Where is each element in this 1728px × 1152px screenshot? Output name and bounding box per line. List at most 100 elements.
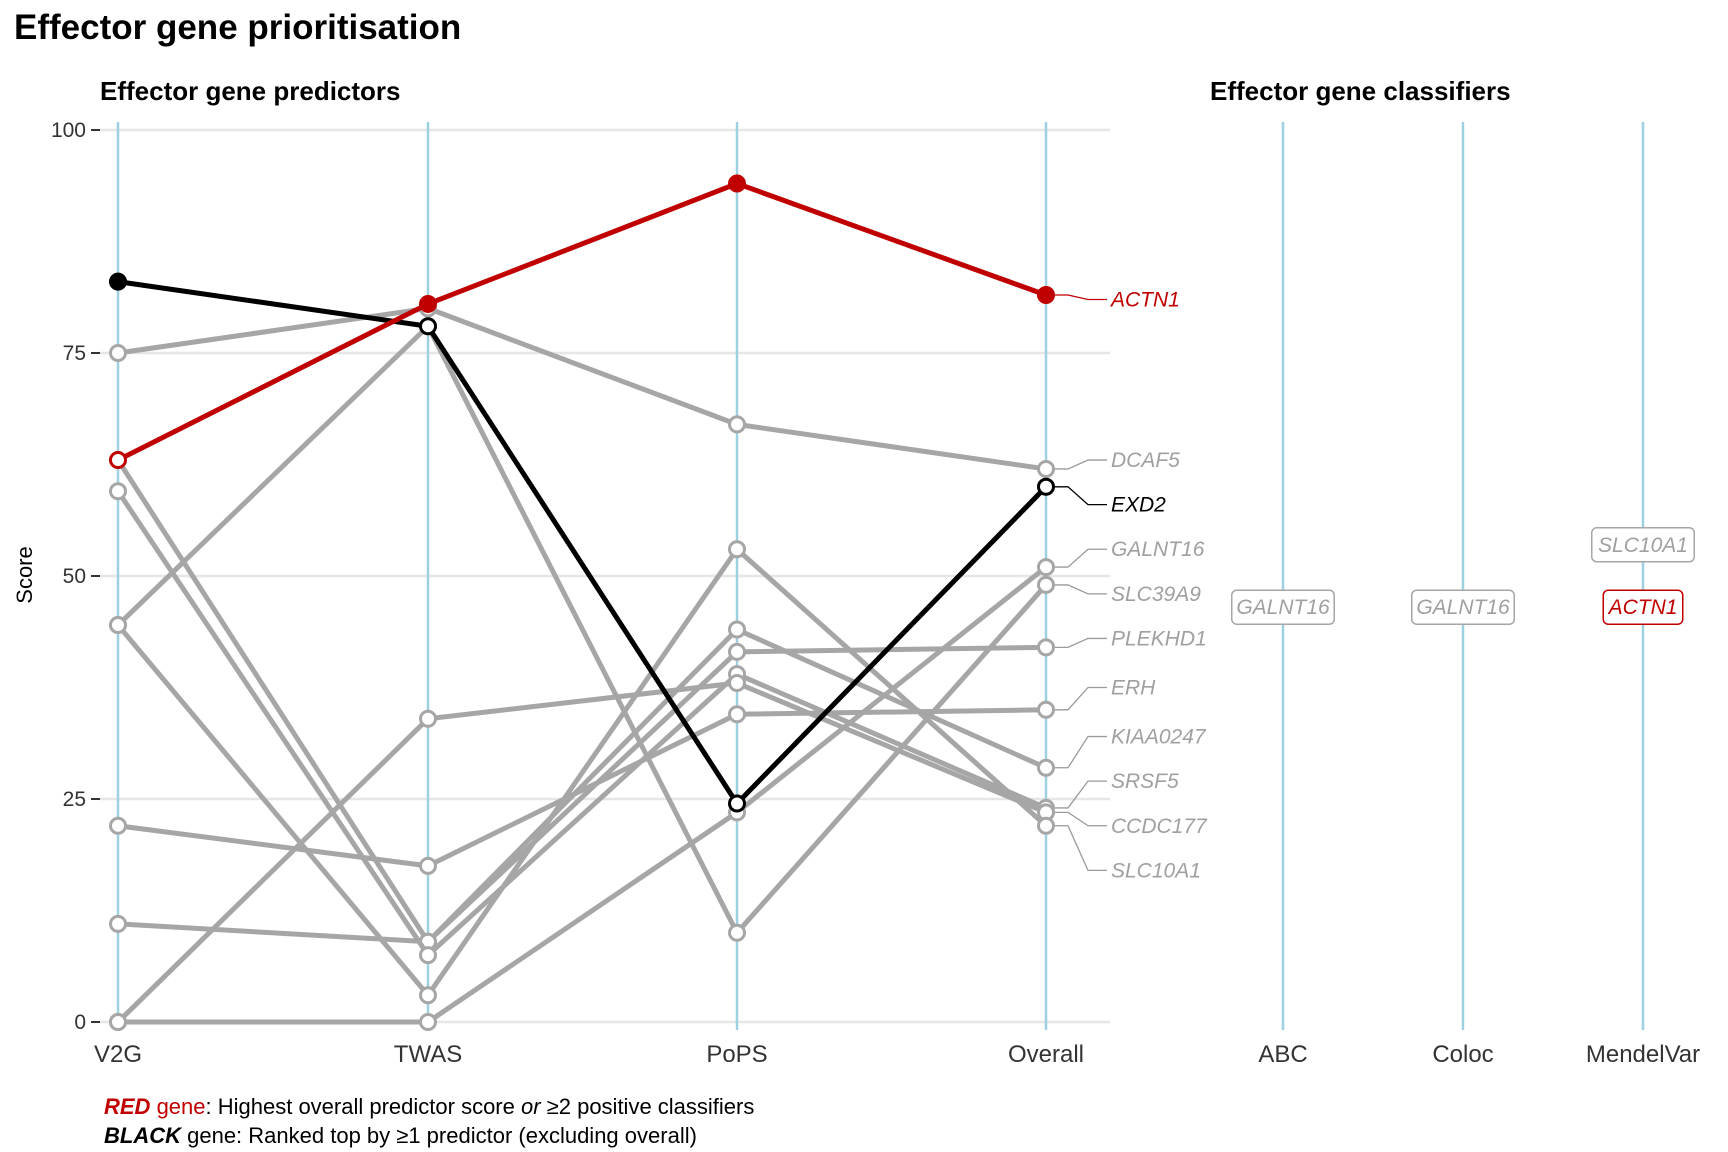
classifier-text-0: GALNT16 [1236, 596, 1330, 619]
legend-note-red: RED gene: Highest overall predictor scor… [104, 1092, 754, 1121]
series-lines [109, 174, 1055, 1031]
series-line-srsf5 [115, 489, 1047, 958]
point-slc10a1-overall [1037, 816, 1055, 835]
gene-label-text-slc10a1: SLC10A1 [1111, 859, 1201, 882]
leader-line-galnt16 [1055, 548, 1107, 568]
leader-line-dcaf5 [1055, 459, 1107, 470]
series-exd2 [109, 272, 1055, 813]
leader-line-srsf5 [1055, 780, 1107, 809]
y-tick-label-75: 75 [63, 342, 86, 365]
leader-line-slc10a1 [1055, 825, 1107, 872]
x-tick-label-overall: Overall [1008, 1041, 1084, 1068]
classifier-text-1: GALNT16 [1416, 596, 1510, 619]
gene-label-text-actn1: ACTN1 [1109, 288, 1180, 311]
y-tick-label-25: 25 [63, 788, 86, 811]
point-erh-overall [1037, 700, 1055, 719]
point-actn1-twas [419, 294, 437, 313]
point-srsf5-v2g [109, 482, 127, 501]
point-plekhd1-pops [728, 642, 746, 661]
classifier-mendelvar-slc10a1: SLC10A1 [1591, 527, 1695, 563]
series-line-dcaf5 [117, 305, 1047, 472]
gene-label-srsf5: SRSF5 [1055, 770, 1179, 809]
series-line-slc39a9 [116, 323, 1048, 936]
point-plekhd1-overall [1037, 638, 1055, 657]
series-slc10a1 [109, 540, 1055, 1005]
point-galnt16-twas [419, 1013, 437, 1031]
point-kiaa0247-v2g [109, 914, 127, 933]
gene-label-text-ccdc177: CCDC177 [1111, 815, 1208, 838]
legend-red-text-b: ≥2 positive classifiers [540, 1094, 755, 1119]
point-slc10a1-pops [728, 540, 746, 559]
legend-red-text-a: : Highest overall predictor score [205, 1094, 521, 1119]
gene-label-text-kiaa0247: KIAA0247 [1111, 726, 1207, 749]
classifier-text-2: SLC10A1 [1598, 534, 1688, 557]
leader-line-ccdc177 [1055, 811, 1107, 827]
point-exd2-pops [728, 794, 746, 813]
gene-label-actn1: ACTN1 [1055, 288, 1180, 311]
gene-labels: ACTN1 DCAF5 EXD2 GALNT16 SLC39A9 PLEKHD1 ERH KI… [1055, 288, 1208, 882]
y-tick-label-100: 100 [51, 119, 86, 142]
point-exd2-twas [419, 317, 437, 336]
x-tick-label-abc: ABC [1258, 1041, 1307, 1068]
legend-red-or: or [520, 1094, 541, 1119]
series-line-plekhd1 [115, 458, 1047, 945]
gene-label-text-galnt16: GALNT16 [1111, 538, 1205, 561]
gene-label-ccdc177: CCDC177 [1055, 811, 1208, 838]
classifier-box-0 [1231, 589, 1335, 625]
gene-label-erh: ERH [1055, 677, 1156, 711]
x-tick-label-mendelvar: MendelVar [1586, 1041, 1700, 1068]
gene-label-kiaa0247: KIAA0247 [1055, 726, 1207, 769]
y-axis: 0 25 50 75 100 [51, 119, 100, 1034]
point-kiaa0247-pops [728, 620, 746, 639]
point-ccdc177-twas [419, 709, 437, 728]
series-line-ccdc177 [116, 680, 1047, 1024]
leader-line-plekhd1 [1055, 637, 1107, 649]
leader-line-slc39a9 [1055, 584, 1107, 595]
leader-line-erh [1055, 686, 1107, 711]
x-tick-label-coloc: Coloc [1432, 1041, 1493, 1068]
leader-line-exd2 [1055, 486, 1107, 506]
point-actn1-v2g [109, 451, 127, 470]
category-axis-lines: V2G TWAS PoPS Overall ABC Coloc MendelVar [94, 122, 1700, 1068]
point-kiaa0247-overall [1037, 758, 1055, 777]
point-galnt16-overall [1037, 558, 1055, 577]
classifier-entries: GALNT16 GALNT16 SLC10A1 ACTN1 [1231, 527, 1695, 625]
classifier-box-1 [1411, 589, 1515, 625]
point-dcaf5-overall [1037, 459, 1055, 478]
classifiers-panel-title: Effector gene classifiers [1210, 76, 1511, 106]
legend-black-word: BLACK [104, 1123, 181, 1148]
gene-label-text-plekhd1: PLEKHD1 [1111, 627, 1207, 650]
point-actn1-pops [728, 174, 746, 193]
y-tick-label-0: 0 [74, 1011, 86, 1034]
point-erh-pops [728, 705, 746, 724]
page-title: Effector gene prioritisation [14, 8, 462, 47]
series-line-kiaa0247 [117, 627, 1048, 945]
predictors-panel-title: Effector gene predictors [100, 76, 401, 106]
classifier-abc-galnt16: GALNT16 [1231, 589, 1335, 625]
classifier-text-3: ACTN1 [1607, 596, 1678, 619]
classifier-mendelvar-actn1: ACTN1 [1602, 589, 1684, 625]
point-slc39a9-pops [728, 923, 746, 942]
series-slc39a9 [109, 317, 1055, 942]
x-tick-label-twas: TWAS [394, 1041, 462, 1068]
series-line-slc10a1 [116, 546, 1048, 998]
point-dcaf5-pops [728, 415, 746, 434]
leader-line-kiaa0247 [1055, 735, 1107, 769]
point-slc10a1-v2g [109, 616, 127, 635]
y-axis-label: Score [12, 546, 37, 603]
point-slc10a1-twas [419, 986, 437, 1005]
gene-label-text-erh: ERH [1111, 677, 1156, 700]
gene-label-text-slc39a9: SLC39A9 [1111, 583, 1201, 606]
y-tick-label-50: 50 [63, 565, 86, 588]
series-dcaf5 [109, 299, 1055, 478]
legend-red-gene: gene [150, 1094, 206, 1119]
legend-black-text: gene: Ranked top by ≥1 predictor (exclud… [181, 1123, 697, 1148]
point-exd2-v2g [109, 272, 127, 291]
classifier-coloc-galnt16: GALNT16 [1411, 589, 1515, 625]
series-line-erh [117, 707, 1047, 869]
gene-label-dcaf5: DCAF5 [1055, 449, 1180, 472]
point-dcaf5-v2g [109, 344, 127, 362]
gene-label-text-exd2: EXD2 [1111, 494, 1166, 517]
point-slc39a9-overall [1037, 575, 1055, 594]
